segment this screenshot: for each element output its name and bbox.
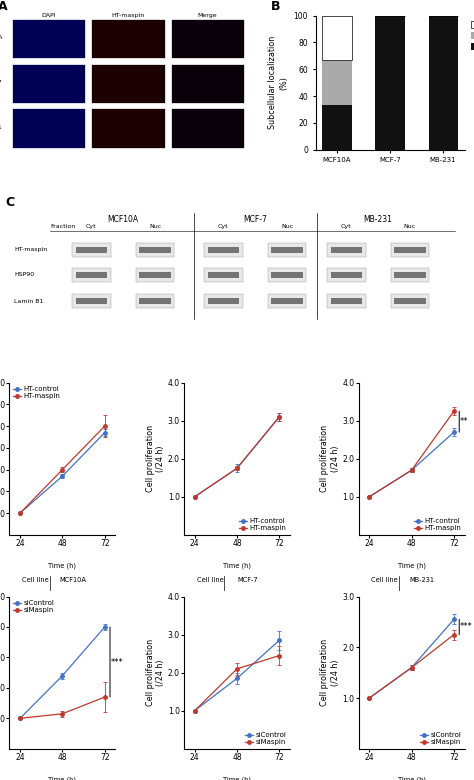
FancyBboxPatch shape xyxy=(139,246,171,253)
Text: Cell line: Cell line xyxy=(372,576,398,583)
FancyBboxPatch shape xyxy=(268,268,306,282)
Text: MB-231: MB-231 xyxy=(364,215,392,224)
FancyBboxPatch shape xyxy=(72,294,111,308)
Text: MCF10A: MCF10A xyxy=(108,215,139,224)
Bar xyxy=(375,16,405,150)
FancyBboxPatch shape xyxy=(271,298,303,304)
Text: Cyt: Cyt xyxy=(341,225,352,229)
FancyBboxPatch shape xyxy=(139,298,171,304)
Text: Time (h): Time (h) xyxy=(398,562,426,569)
Text: MCF10A: MCF10A xyxy=(60,576,86,583)
Text: MCF-7: MCF-7 xyxy=(237,576,258,583)
FancyBboxPatch shape xyxy=(76,272,107,278)
FancyBboxPatch shape xyxy=(204,294,243,308)
FancyBboxPatch shape xyxy=(330,272,362,278)
FancyBboxPatch shape xyxy=(171,108,244,147)
FancyBboxPatch shape xyxy=(391,294,429,308)
FancyBboxPatch shape xyxy=(171,64,244,103)
FancyBboxPatch shape xyxy=(330,246,362,253)
Y-axis label: Cell proliferation
(/24 h): Cell proliferation (/24 h) xyxy=(320,639,340,706)
FancyBboxPatch shape xyxy=(327,268,365,282)
Text: **: ** xyxy=(460,417,469,426)
Text: Cell line: Cell line xyxy=(197,576,224,583)
FancyBboxPatch shape xyxy=(91,108,165,147)
Text: DAPI: DAPI xyxy=(41,12,56,18)
Y-axis label: Cell proliferation
(/24 h): Cell proliferation (/24 h) xyxy=(320,425,340,492)
Text: MCF10A: MCF10A xyxy=(0,35,2,41)
Text: B: B xyxy=(271,0,281,13)
Text: HT-maspin: HT-maspin xyxy=(111,12,145,18)
FancyBboxPatch shape xyxy=(327,243,365,257)
Bar xyxy=(322,16,352,60)
FancyBboxPatch shape xyxy=(208,298,239,304)
Text: MCF-7: MCF-7 xyxy=(243,215,267,224)
Legend: HT-control, HT-maspin: HT-control, HT-maspin xyxy=(13,386,60,399)
Legend: siControl, siMaspin: siControl, siMaspin xyxy=(420,732,461,746)
Text: HSP90: HSP90 xyxy=(14,272,34,278)
FancyBboxPatch shape xyxy=(91,64,165,103)
Text: Cyt: Cyt xyxy=(218,225,228,229)
Legend: siControl, siMaspin: siControl, siMaspin xyxy=(13,600,54,613)
Bar xyxy=(322,60,352,105)
FancyBboxPatch shape xyxy=(208,246,239,253)
Text: Merge: Merge xyxy=(198,12,217,18)
FancyBboxPatch shape xyxy=(91,19,165,58)
FancyBboxPatch shape xyxy=(394,272,426,278)
FancyBboxPatch shape xyxy=(204,268,243,282)
FancyBboxPatch shape xyxy=(391,243,429,257)
Text: ***: *** xyxy=(460,622,473,632)
FancyBboxPatch shape xyxy=(171,19,244,58)
Y-axis label: Cell proliferation
(/24 h): Cell proliferation (/24 h) xyxy=(146,639,165,706)
Text: Cyt: Cyt xyxy=(86,225,97,229)
FancyBboxPatch shape xyxy=(394,298,426,304)
Text: MB-231: MB-231 xyxy=(410,576,435,583)
Text: Time (h): Time (h) xyxy=(398,776,426,780)
Text: Time (h): Time (h) xyxy=(48,776,76,780)
Text: Nuc: Nuc xyxy=(281,225,293,229)
Text: Cell line: Cell line xyxy=(22,576,49,583)
FancyBboxPatch shape xyxy=(76,298,107,304)
Legend: HT-control, HT-maspin: HT-control, HT-maspin xyxy=(414,519,461,531)
Text: MCF-7: MCF-7 xyxy=(0,80,2,85)
Text: Fraction: Fraction xyxy=(50,225,76,229)
FancyBboxPatch shape xyxy=(208,272,239,278)
Legend: Nuclear, Pancellular, Cytoplasmic: Nuclear, Pancellular, Cytoplasmic xyxy=(468,16,474,55)
FancyBboxPatch shape xyxy=(268,243,306,257)
FancyBboxPatch shape xyxy=(327,294,365,308)
FancyBboxPatch shape xyxy=(12,108,85,147)
FancyBboxPatch shape xyxy=(391,268,429,282)
Text: HT-maspin: HT-maspin xyxy=(14,247,47,252)
Text: Time (h): Time (h) xyxy=(223,562,251,569)
Bar xyxy=(322,105,352,150)
Text: Time (h): Time (h) xyxy=(223,776,251,780)
FancyBboxPatch shape xyxy=(136,243,174,257)
Y-axis label: Subcellular localization
(%): Subcellular localization (%) xyxy=(268,36,288,129)
FancyBboxPatch shape xyxy=(394,246,426,253)
FancyBboxPatch shape xyxy=(72,268,111,282)
FancyBboxPatch shape xyxy=(136,294,174,308)
FancyBboxPatch shape xyxy=(139,272,171,278)
FancyBboxPatch shape xyxy=(330,298,362,304)
Text: C: C xyxy=(5,196,14,209)
FancyBboxPatch shape xyxy=(268,294,306,308)
Legend: HT-control, HT-maspin: HT-control, HT-maspin xyxy=(239,519,286,531)
FancyBboxPatch shape xyxy=(136,268,174,282)
Text: Time (h): Time (h) xyxy=(48,562,76,569)
Legend: siControl, siMaspin: siControl, siMaspin xyxy=(245,732,286,746)
FancyBboxPatch shape xyxy=(76,246,107,253)
Bar xyxy=(428,16,458,150)
FancyBboxPatch shape xyxy=(271,246,303,253)
Text: Nuc: Nuc xyxy=(149,225,161,229)
Y-axis label: Cell proliferation
(/24 h): Cell proliferation (/24 h) xyxy=(146,425,165,492)
Text: Lamin B1: Lamin B1 xyxy=(14,299,44,303)
FancyBboxPatch shape xyxy=(12,64,85,103)
FancyBboxPatch shape xyxy=(204,243,243,257)
Text: MB-231: MB-231 xyxy=(0,125,2,129)
Text: Nuc: Nuc xyxy=(404,225,416,229)
FancyBboxPatch shape xyxy=(72,243,111,257)
FancyBboxPatch shape xyxy=(12,19,85,58)
Text: A: A xyxy=(0,0,7,13)
Text: ***: *** xyxy=(111,658,124,666)
FancyBboxPatch shape xyxy=(271,272,303,278)
